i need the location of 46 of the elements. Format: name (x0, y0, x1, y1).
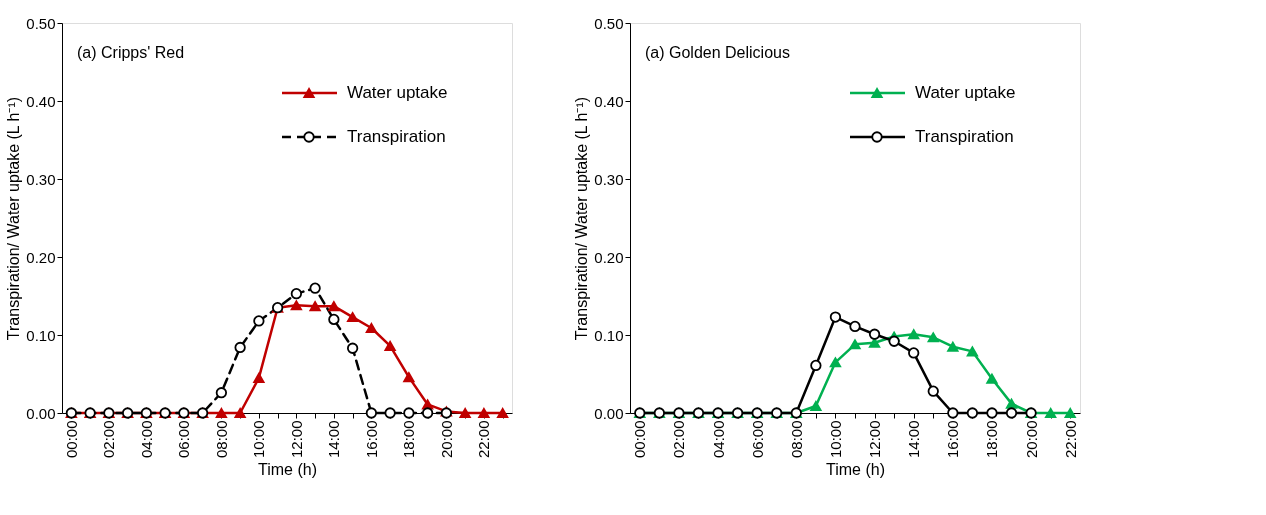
x-tick-label: 10:00 (250, 420, 268, 459)
legend-label: Transpiration (347, 127, 446, 146)
y-tick-label: 0.40 (594, 92, 624, 110)
x-tick-label: 10:00 (826, 420, 844, 459)
x-tick-label: 00:00 (631, 420, 649, 459)
y-tick-label: 0.00 (594, 404, 624, 422)
x-tick-label: 06:00 (175, 420, 193, 459)
x-tick-label: 16:00 (362, 420, 380, 459)
x-tick-label: 02:00 (100, 420, 118, 459)
y-axis-title: Transpiration/ Water uptake (L h⁻¹) (573, 96, 591, 341)
y-tick-label: 0.50 (594, 14, 624, 32)
x-tick-label: 02:00 (670, 420, 688, 459)
legend-label: Water uptake (915, 83, 1016, 102)
x-tick-label: 22:00 (475, 420, 493, 459)
x-axis-title: Time (h) (826, 461, 885, 479)
y-tick-label: 0.20 (594, 248, 624, 266)
x-tick-label: 08:00 (787, 420, 805, 459)
annotation: (a) Golden Delicious (645, 44, 790, 61)
x-tick-label: 14:00 (905, 420, 923, 459)
y-tick-label: 0.00 (26, 404, 56, 422)
x-tick-label: 06:00 (748, 420, 766, 459)
y-tick-label: 0.20 (26, 248, 56, 266)
x-tick-label: 12:00 (866, 420, 884, 459)
x-tick-label: 04:00 (709, 420, 727, 459)
x-tick-label: 00:00 (62, 420, 80, 459)
x-tick-label: 22:00 (1061, 420, 1079, 459)
legend-label: Water uptake (347, 83, 448, 102)
legend-label: Transpiration (915, 127, 1014, 146)
x-tick-label: 04:00 (137, 420, 155, 459)
y-tick-label: 0.10 (594, 326, 624, 344)
x-tick-label: 18:00 (400, 420, 418, 459)
x-tick-label: 18:00 (983, 420, 1001, 459)
y-axis-title: Transpiration/ Water uptake (L h⁻¹) (5, 96, 23, 341)
x-tick-label: 14:00 (325, 420, 343, 459)
y-tick-label: 0.40 (26, 92, 56, 110)
x-tick-label: 16:00 (944, 420, 962, 459)
y-tick-label: 0.30 (594, 170, 624, 188)
annotation: (a) Cripps' Red (77, 44, 185, 61)
x-tick-label: 20:00 (437, 420, 455, 459)
x-tick-label: 12:00 (287, 420, 305, 459)
y-tick-label: 0.10 (26, 326, 56, 344)
y-tick-label: 0.30 (26, 170, 56, 188)
x-axis-title: Time (h) (258, 461, 317, 479)
y-tick-label: 0.50 (26, 14, 56, 32)
x-tick-label: 20:00 (1022, 420, 1040, 459)
x-tick-label: 08:00 (212, 420, 230, 459)
